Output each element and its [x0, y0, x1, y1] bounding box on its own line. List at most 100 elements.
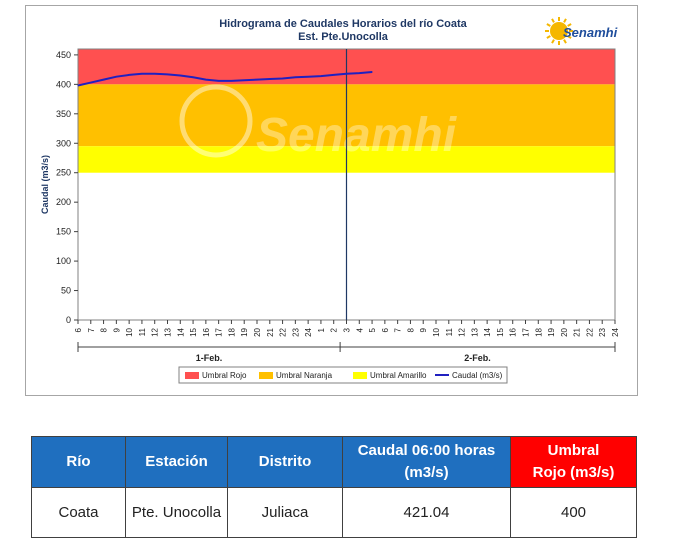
cell-caudal: 421.04: [342, 487, 511, 538]
data-point: [371, 71, 373, 73]
data-point: [154, 73, 156, 75]
data-point: [333, 74, 335, 76]
x-tick-label: 20: [253, 327, 262, 336]
cell-umbral: 400: [510, 487, 637, 538]
cell-estacion: Pte. Unocolla: [125, 487, 228, 538]
x-tick-label: 24: [304, 327, 313, 336]
y-tick-label: 50: [61, 286, 71, 296]
data-point: [77, 84, 79, 87]
x-tick-label: 11: [445, 327, 454, 336]
x-tick-label: 7: [87, 327, 96, 332]
watermark-sun-icon: [179, 84, 253, 158]
logo-ray: [563, 39, 567, 44]
x-tick-label: 16: [202, 327, 211, 336]
x-tick-label: 13: [470, 327, 479, 336]
logo-ray: [563, 18, 567, 23]
x-tick-label: 22: [585, 327, 594, 336]
y-tick-label: 100: [56, 256, 71, 266]
x-tick-label: 16: [509, 327, 518, 336]
discharge-table: Río Estación Distrito Caudal 06:00 horas…: [31, 436, 637, 538]
x-tick-label: 15: [496, 327, 505, 336]
date-group-label: 2-Feb.: [464, 353, 491, 363]
x-tick-label: 3: [343, 327, 352, 332]
x-tick-label: 8: [100, 327, 109, 332]
data-point: [218, 80, 220, 82]
logo-sun-icon: [550, 22, 568, 40]
table-row: Coata Pte. Unocolla Juliaca 421.04 400: [31, 487, 637, 538]
data-point: [205, 79, 207, 81]
logo-ray: [546, 35, 551, 39]
x-tick-label: 9: [419, 327, 428, 332]
x-tick-label: 6: [381, 327, 390, 332]
header-umbral-line1: Umbral: [547, 442, 600, 459]
x-tick-label: 12: [151, 327, 160, 336]
hydrograph-chart: Hidrograma de Caudales Horarios del río …: [40, 17, 620, 384]
header-caudal-line2: (m3/s): [404, 464, 449, 481]
x-tick-label: 23: [598, 327, 607, 336]
y-tick-label: 250: [56, 168, 71, 178]
y-tick-label: 200: [56, 197, 71, 207]
logo-text: Senamhi: [563, 25, 618, 40]
logo-ray: [567, 23, 572, 27]
x-tick-label: 1: [317, 327, 326, 332]
logo-ray: [551, 39, 555, 44]
x-tick-label: 2: [330, 327, 339, 332]
x-tick-label: 6: [74, 327, 83, 332]
cell-distrito: Juliaca: [227, 487, 343, 538]
header-umbral-line2: Rojo (m3/s): [532, 464, 615, 481]
table-header-row: Río Estación Distrito Caudal 06:00 horas…: [31, 436, 637, 488]
x-tick-label: 18: [534, 327, 543, 336]
x-tick-label: 19: [547, 327, 556, 336]
x-tick-label: 23: [291, 327, 300, 336]
x-tick-label: 22: [279, 327, 288, 336]
legend-swatch: [185, 372, 199, 379]
x-tick-label: 21: [573, 327, 582, 336]
date-group-label: 1-Feb.: [196, 353, 223, 363]
chart-frame: Hidrograma de Caudales Horarios del río …: [25, 5, 638, 396]
data-point: [115, 76, 117, 78]
data-point: [358, 72, 360, 74]
x-tick-label: 20: [560, 327, 569, 336]
data-point: [345, 73, 348, 75]
data-point: [192, 76, 194, 78]
data-point: [294, 76, 296, 78]
legend-label: Umbral Naranja: [276, 371, 333, 380]
legend-label: Umbral Rojo: [202, 371, 247, 380]
x-tick-label: 21: [266, 327, 275, 336]
x-tick-label: 5: [368, 327, 377, 332]
data-point: [102, 79, 105, 81]
data-point: [320, 75, 322, 77]
x-tick-label: 14: [483, 327, 492, 336]
data-point: [281, 77, 284, 80]
x-tick-label: 7: [394, 327, 403, 332]
x-tick-label: 17: [215, 327, 224, 336]
series-line-0: [77, 70, 373, 87]
x-tick-label: 4: [355, 327, 364, 332]
legend-label: Umbral Amarillo: [370, 371, 427, 380]
header-umbral-rojo: Umbral Rojo (m3/s): [510, 436, 637, 488]
x-tick-label: 19: [240, 327, 249, 336]
data-point: [179, 74, 181, 77]
senamhi-logo: [545, 17, 573, 45]
data-point: [307, 76, 309, 78]
y-tick-label: 350: [56, 109, 71, 119]
x-tick-label: 24: [611, 327, 620, 336]
watermark-text: Senamhi: [256, 109, 458, 162]
y-tick-label: 400: [56, 79, 71, 89]
data-point: [230, 80, 233, 82]
x-tick-label: 8: [406, 327, 415, 332]
data-point: [141, 73, 143, 75]
y-axis-label: Caudal (m3/s): [40, 155, 50, 214]
x-tick-label: 12: [458, 327, 467, 336]
logo-ray: [567, 35, 572, 39]
y-tick-label: 300: [56, 138, 71, 148]
header-estacion: Estación: [125, 436, 228, 488]
x-tick-label: 9: [112, 327, 121, 332]
header-caudal-line1: Caudal 06:00 horas: [357, 442, 496, 459]
x-tick-label: 18: [227, 327, 236, 336]
x-tick-label: 15: [189, 327, 198, 336]
legend-swatch: [259, 372, 273, 379]
header-rio: Río: [31, 436, 126, 488]
data-point: [256, 79, 258, 81]
data-point: [243, 79, 245, 81]
